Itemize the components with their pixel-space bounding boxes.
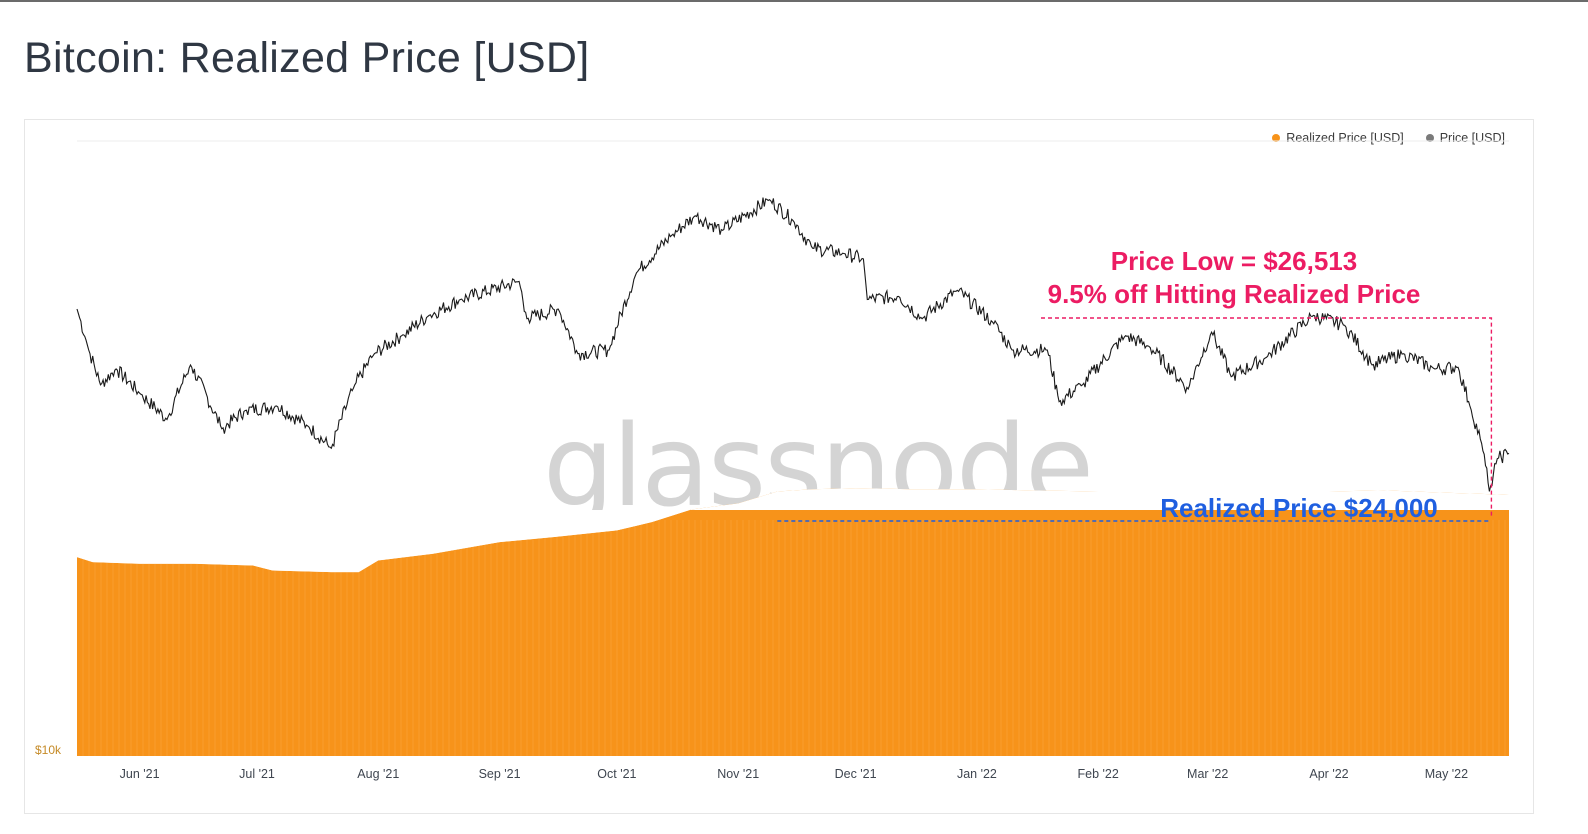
- realized-price-area-top-mask: [77, 488, 1509, 573]
- x-axis-tick-label: Nov '21: [717, 767, 759, 781]
- price-low-subtitle-annotation: 9.5% off Hitting Realized Price: [1048, 279, 1421, 309]
- x-axis-tick-label: May '22: [1425, 767, 1468, 781]
- price-low-annotation: Price Low = $26,513: [1111, 246, 1357, 276]
- x-axis-tick-label: Mar '22: [1187, 767, 1228, 781]
- x-axis-tick-label: Jun '21: [120, 767, 160, 781]
- realized-price-annotation: Realized Price $24,000: [1160, 493, 1438, 523]
- x-axis-tick-label: Aug '21: [357, 767, 399, 781]
- x-axis-ticks: Jun '21 Jul '21 Aug '21 Sep '21 Oct '21 Nov '…: [120, 767, 1468, 781]
- chart-plot[interactable]: glassnode Price Low = $26,513 9.5% off H…: [25, 120, 1533, 813]
- x-axis-tick-label: Feb '22: [1078, 767, 1119, 781]
- x-axis-tick-label: Sep '21: [479, 767, 521, 781]
- x-axis-tick-label: Oct '21: [597, 767, 636, 781]
- legend-dot-price: [1425, 134, 1434, 142]
- page-title: Bitcoin: Realized Price [USD]: [24, 34, 590, 82]
- x-axis-tick-label: Jul '21: [239, 767, 275, 781]
- legend-dot-realized-price: [1272, 134, 1281, 142]
- annotation-group: Price Low = $26,513 9.5% off Hitting Rea…: [777, 246, 1493, 523]
- y-axis-tick-label: $10k: [35, 743, 62, 757]
- price-low-bracket-line: [1041, 317, 1493, 517]
- top-border: [0, 0, 1588, 2]
- x-axis-tick-label: Jan '22: [957, 767, 997, 781]
- x-axis-tick-label: Apr '22: [1309, 767, 1348, 781]
- price-line: [76, 197, 1510, 492]
- chart-card: Realized Price [USD] Price [USD] glassno…: [24, 119, 1534, 814]
- price-line-group: [76, 197, 1510, 492]
- realized-price-area-group: [77, 488, 1509, 756]
- x-axis-tick-label: Dec '21: [835, 767, 877, 781]
